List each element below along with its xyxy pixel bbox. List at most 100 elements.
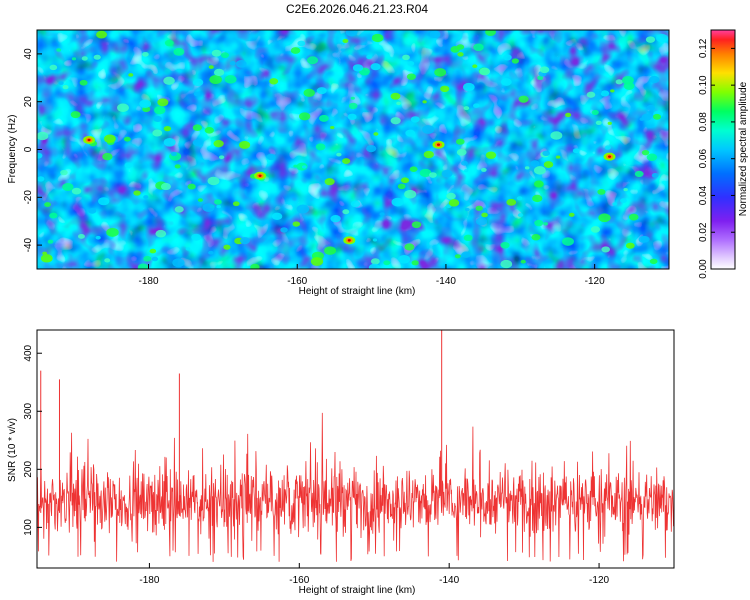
heatmap-panel: -180 -160 -140 -120 -40 -20 0 20 40 Height of s… (7, 29, 670, 297)
heatmap-blob (71, 187, 82, 195)
heatmap-blob (506, 198, 517, 206)
heatmap-blob (293, 164, 298, 168)
heatmap-blob (383, 260, 391, 266)
heatmap-blob (81, 56, 88, 61)
heatmap-blob (213, 139, 224, 148)
heatmap-blob (590, 226, 601, 233)
heatmap-blob (149, 248, 157, 254)
colorbar-tick-label: 0.02 (698, 222, 709, 242)
heatmap-blob (330, 125, 335, 130)
heatmap-peak-core (87, 138, 91, 142)
heatmap-blob (543, 161, 554, 168)
heatmap-blob (503, 54, 512, 61)
heatmap-blob (77, 233, 85, 239)
heatmap-blob (500, 241, 510, 249)
heatmap-blob (405, 129, 416, 137)
heatmap-blob (601, 246, 611, 253)
heatmap-blob (342, 158, 351, 165)
heatmap-blob (649, 258, 658, 265)
snr-y-axis-label: SNR (10 * v/v) (7, 418, 18, 482)
heatmap-blob (390, 117, 401, 125)
heatmap-blob (49, 64, 58, 71)
heatmap-blob (307, 56, 319, 65)
heatmap-blob (480, 167, 487, 172)
heatmap-x-tick-label: -140 (436, 276, 456, 287)
heatmap-blob (612, 202, 618, 206)
heatmap-blob (164, 39, 174, 47)
heatmap-blob (70, 111, 81, 119)
heatmap-blob (610, 89, 615, 93)
heatmap-blob (485, 151, 497, 159)
heatmap-blob (454, 254, 461, 259)
heatmap-blob (192, 139, 203, 147)
heatmap-peak-core (347, 239, 351, 242)
heatmap-blob (520, 259, 526, 264)
heatmap-peak-core (608, 155, 612, 158)
colorbar-gradient (710, 29, 736, 270)
heatmap-y-tick-label: 20 (23, 96, 34, 108)
heatmap-blob (269, 78, 279, 85)
heatmap-blob (297, 40, 306, 47)
heatmap-blob (102, 152, 113, 161)
snr-series-line (37, 412, 674, 562)
heatmap-peak-core (437, 143, 441, 146)
heatmap-blob (530, 160, 540, 167)
heatmap-blob (347, 113, 357, 121)
heatmap-blob (224, 75, 237, 84)
heatmap-blob (93, 54, 101, 60)
heatmap-blob (534, 219, 544, 227)
heatmap-blob (398, 254, 411, 264)
heatmap-x-axis-label: Height of straight line (km) (299, 286, 416, 297)
heatmap-blob (428, 172, 437, 178)
heatmap-blob (391, 197, 404, 207)
heatmap-blob (597, 189, 606, 195)
heatmap-blob (143, 255, 152, 262)
heatmap-peaks (37, 30, 669, 269)
heatmap-blob (208, 250, 214, 255)
heatmap-blob (379, 212, 385, 216)
heatmap-blob (213, 68, 225, 77)
heatmap-blob (174, 206, 184, 213)
snr-y-ticks: 100 200 300 400 (23, 344, 42, 536)
heatmap-blob (539, 66, 550, 74)
heatmap-blob (316, 87, 327, 95)
heatmap-blob (568, 212, 575, 217)
heatmap-blob (37, 176, 45, 182)
heatmap-blob (303, 88, 315, 97)
heatmap-blob (193, 91, 201, 97)
heatmap-blob (456, 138, 465, 145)
heatmap-blob (396, 101, 402, 106)
heatmap-blob (586, 91, 596, 98)
heatmap-blob (533, 180, 544, 188)
heatmap-blob (516, 196, 523, 201)
heatmap-blob (143, 195, 149, 199)
heatmap-blob (153, 115, 162, 123)
heatmap-blob (139, 99, 152, 109)
heatmap-blob (473, 43, 484, 52)
snr-x-tick-label: -120 (589, 575, 609, 586)
heatmap-blob (229, 61, 236, 66)
snr-x-axis-label: Height of straight line (km) (299, 585, 416, 596)
heatmap-blob (517, 213, 524, 218)
heatmap-blob (651, 173, 659, 178)
heatmap-blob (456, 148, 467, 156)
heatmap-blob (187, 183, 196, 190)
heatmap-blob (271, 212, 283, 220)
heatmap-blob (62, 182, 74, 191)
heatmap-blob (207, 176, 220, 186)
heatmap-blob (448, 199, 460, 207)
heatmap-blob (620, 198, 627, 204)
heatmap-blob (342, 209, 350, 215)
heatmap-blob (123, 136, 131, 142)
heatmap-blob (345, 30, 358, 37)
heatmap-blob (402, 54, 410, 61)
heatmap-blob (292, 221, 301, 227)
heatmap-blob (163, 138, 176, 147)
heatmap-blob (457, 52, 464, 57)
heatmap-blob (441, 169, 453, 178)
heatmap-blob (401, 177, 410, 184)
heatmap-blob (60, 169, 68, 176)
heatmap-blob (628, 213, 639, 221)
heatmap-blob (350, 96, 355, 100)
heatmap-blob (324, 246, 337, 255)
